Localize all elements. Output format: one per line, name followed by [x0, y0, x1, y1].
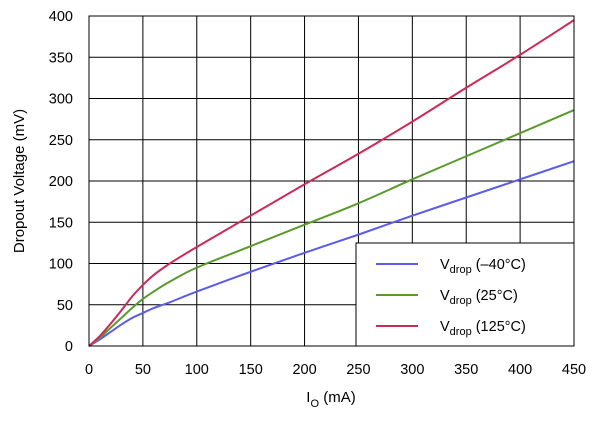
legend: Vdrop (–40°C) Vdrop (25°C) Vdrop (125°C) [355, 242, 575, 347]
x-tick-label-200: 200 [292, 362, 316, 378]
y-tick-label-100: 100 [49, 257, 73, 273]
x-tick-label-300: 300 [400, 362, 424, 378]
x-tick-label-0: 0 [85, 362, 93, 378]
y-tick-label-200: 200 [49, 174, 73, 190]
legend-label-125c: Vdrop (125°C) [440, 319, 526, 338]
y-tick-label-300: 300 [49, 92, 73, 108]
series-lines [88, 19, 575, 347]
y-tick-label-150: 150 [49, 215, 73, 231]
x-tick-label-400: 400 [508, 362, 532, 378]
x-tick-labels: 0 50 100 150 200 250 300 350 400 450 [85, 362, 586, 378]
x-tick-label-250: 250 [346, 362, 370, 378]
y-axis-title: Dropout Voltage (mV) [11, 109, 28, 253]
series-line-125c [88, 19, 575, 347]
y-tick-label-0: 0 [65, 339, 73, 355]
legend-label-neg40c: Vdrop (–40°C) [440, 257, 526, 276]
y-tick-label-350: 350 [49, 50, 73, 66]
series-line-25c [88, 109, 575, 347]
x-axis-title: IO (mA) [306, 389, 355, 410]
x-tick-label-100: 100 [185, 362, 209, 378]
y-tick-label-50: 50 [57, 298, 73, 314]
x-tick-label-50: 50 [135, 362, 151, 378]
series-line-neg40c [88, 160, 575, 347]
x-tick-label-150: 150 [239, 362, 263, 378]
y-tick-label-400: 400 [49, 9, 73, 25]
y-tick-label-250: 250 [49, 133, 73, 149]
plot-border [88, 15, 575, 347]
x-tick-label-450: 450 [562, 362, 586, 378]
x-tick-label-350: 350 [454, 362, 478, 378]
legend-label-25c: Vdrop (25°C) [440, 288, 518, 307]
y-tick-labels: 0 50 100 150 200 250 300 350 400 [49, 9, 73, 355]
